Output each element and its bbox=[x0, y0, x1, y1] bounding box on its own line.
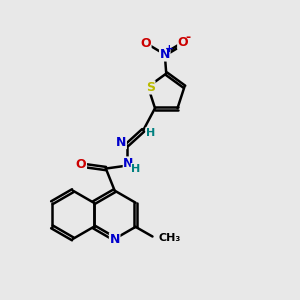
Text: N: N bbox=[160, 48, 170, 61]
Text: O: O bbox=[140, 37, 151, 50]
Text: O: O bbox=[178, 36, 188, 49]
Text: H: H bbox=[146, 128, 155, 138]
Text: H: H bbox=[131, 164, 140, 173]
Text: N: N bbox=[116, 136, 126, 148]
Text: CH₃: CH₃ bbox=[159, 233, 181, 243]
Text: N: N bbox=[110, 233, 120, 246]
Text: N: N bbox=[123, 157, 134, 170]
Text: O: O bbox=[76, 158, 86, 171]
Text: -: - bbox=[186, 31, 191, 44]
Text: +: + bbox=[165, 44, 174, 54]
Text: S: S bbox=[146, 81, 155, 94]
